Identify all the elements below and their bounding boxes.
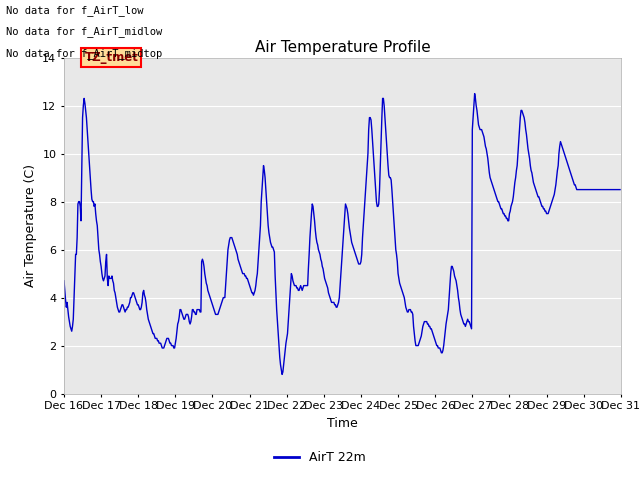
- Text: No data for f_AirT_midlow: No data for f_AirT_midlow: [6, 26, 163, 37]
- Text: No data for f_AirT_low: No data for f_AirT_low: [6, 5, 144, 16]
- Y-axis label: Air Temperature (C): Air Temperature (C): [24, 164, 36, 287]
- Text: No data for f_AirT_midtop: No data for f_AirT_midtop: [6, 48, 163, 59]
- Title: Air Temperature Profile: Air Temperature Profile: [255, 40, 430, 55]
- Legend: AirT 22m: AirT 22m: [269, 446, 371, 469]
- X-axis label: Time: Time: [327, 417, 358, 430]
- Text: TZ_tmet: TZ_tmet: [84, 51, 138, 64]
